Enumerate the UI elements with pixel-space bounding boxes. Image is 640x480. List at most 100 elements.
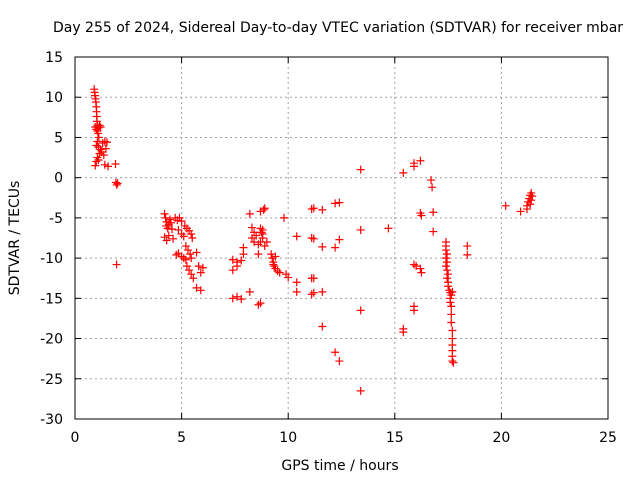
- data-point: [356, 165, 365, 174]
- data-point: [526, 200, 535, 209]
- data-point: [187, 229, 196, 238]
- data-point: [192, 248, 201, 257]
- x-tick-label: 10: [279, 430, 297, 446]
- axis-ticks: 0 5 10 15 20 25 15 10 5 0 -5 -10 -15 -20 -25 -30: [40, 50, 617, 446]
- data-point: [309, 288, 318, 297]
- y-tick-label: -20: [40, 332, 63, 348]
- data-point: [93, 137, 102, 146]
- x-axis-label: GPS time / hours: [281, 458, 398, 474]
- y-axis-label: SDTVAR / TECUs: [7, 181, 23, 296]
- data-point: [233, 262, 242, 271]
- data-point: [182, 262, 191, 271]
- x-tick-label: 0: [71, 430, 80, 446]
- data-point: [260, 242, 269, 251]
- data-point: [318, 322, 327, 331]
- data-point: [429, 227, 438, 236]
- data-point: [318, 242, 327, 251]
- data-point: [309, 274, 318, 283]
- data-point: [162, 236, 171, 245]
- y-tick-label: -25: [40, 372, 63, 388]
- data-point: [516, 207, 525, 216]
- data-point: [463, 242, 472, 251]
- data-point: [228, 266, 237, 275]
- y-tick-label: -10: [40, 251, 63, 267]
- data-point: [443, 274, 452, 283]
- data-point: [189, 274, 198, 283]
- data-point: [441, 246, 450, 255]
- data-point: [187, 254, 196, 263]
- data-point: [181, 255, 190, 264]
- data-point: [428, 183, 437, 192]
- data-point: [356, 386, 365, 395]
- data-point: [260, 204, 269, 213]
- data-point: [174, 225, 183, 234]
- data-point: [177, 217, 186, 226]
- data-point: [186, 250, 195, 259]
- data-point: [409, 159, 418, 168]
- data-point: [262, 238, 271, 247]
- plot-frame: [74, 56, 609, 420]
- data-point: [196, 268, 205, 277]
- data-point: [449, 358, 458, 367]
- data-points: [90, 85, 537, 395]
- data-point: [267, 250, 276, 259]
- data-point: [160, 209, 169, 218]
- data-point: [113, 179, 122, 188]
- data-point: [356, 306, 365, 315]
- x-tick-label: 20: [492, 430, 510, 446]
- y-tick-label: 0: [54, 171, 63, 187]
- data-point: [292, 287, 301, 296]
- y-tick-label: 5: [54, 130, 63, 146]
- data-point: [441, 262, 450, 271]
- data-point: [247, 223, 256, 232]
- data-point: [111, 159, 120, 168]
- data-point: [335, 235, 344, 244]
- data-point: [447, 302, 456, 311]
- data-point: [228, 294, 237, 303]
- data-point: [292, 278, 301, 287]
- data-point: [198, 263, 207, 272]
- data-point: [399, 168, 408, 177]
- data-point: [331, 348, 340, 357]
- data-point: [95, 121, 104, 130]
- data-point: [187, 270, 196, 279]
- data-point: [256, 299, 265, 308]
- y-tick-label: -30: [40, 412, 63, 428]
- data-point: [112, 180, 121, 189]
- data-point: [254, 250, 263, 259]
- data-point: [501, 201, 510, 210]
- data-point: [527, 196, 536, 205]
- data-point: [444, 270, 453, 279]
- data-point: [194, 262, 203, 271]
- data-point: [166, 218, 175, 227]
- data-point: [417, 268, 426, 277]
- data-point: [237, 256, 246, 265]
- data-point: [164, 231, 173, 240]
- data-point: [239, 243, 248, 252]
- data-point: [356, 225, 365, 234]
- data-point: [269, 260, 278, 269]
- data-point: [112, 260, 121, 269]
- y-tick-label: 10: [45, 90, 63, 106]
- data-point: [196, 286, 205, 295]
- data-point: [104, 162, 113, 171]
- data-point: [446, 298, 455, 307]
- data-point: [258, 225, 267, 234]
- data-point: [309, 234, 318, 243]
- x-tick-label: 15: [386, 430, 404, 446]
- data-point: [412, 262, 421, 271]
- data-point: [443, 250, 452, 259]
- data-point: [94, 133, 103, 142]
- data-point: [94, 155, 103, 164]
- data-point: [101, 144, 110, 153]
- data-point: [228, 255, 237, 264]
- data-point: [237, 295, 246, 304]
- data-point: [233, 292, 242, 301]
- data-point: [384, 224, 393, 233]
- data-point: [417, 211, 426, 220]
- data-point: [463, 250, 472, 259]
- data-point: [443, 266, 452, 275]
- data-point: [245, 209, 254, 218]
